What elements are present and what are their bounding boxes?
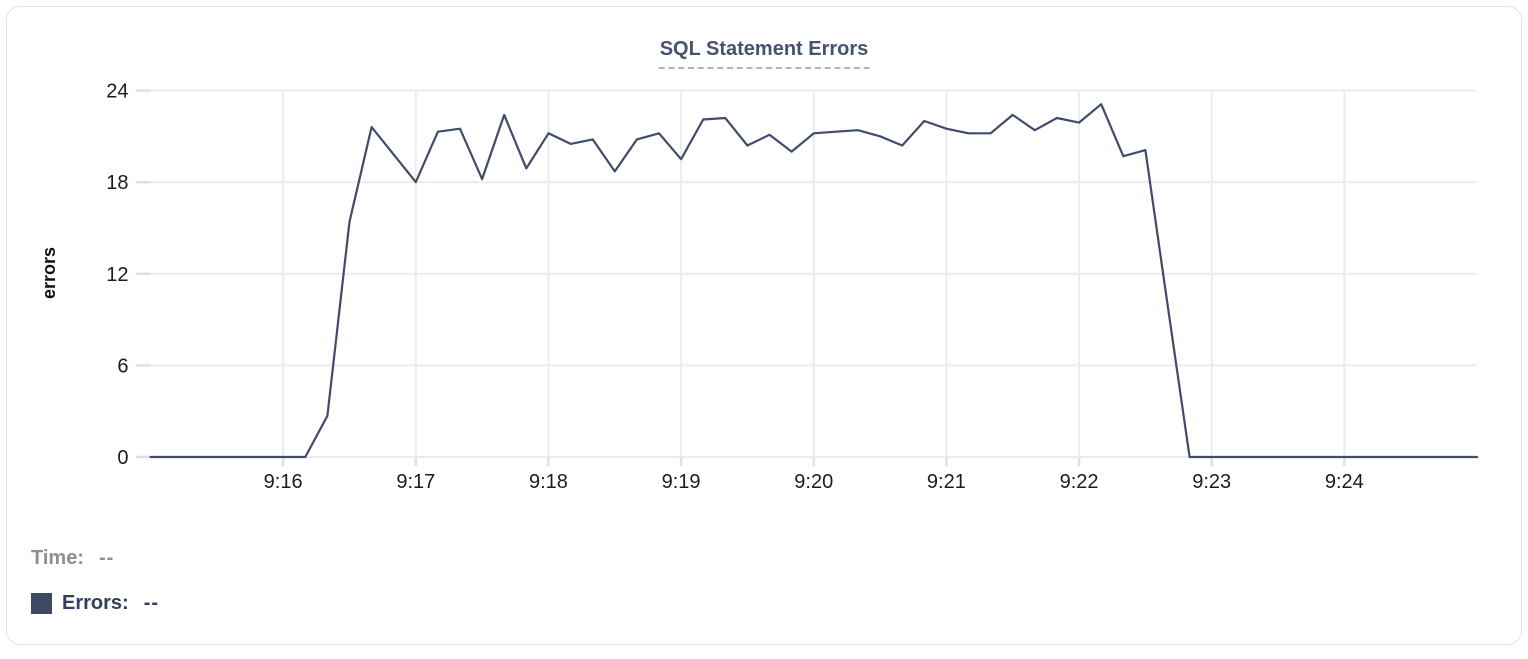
time-readout-row: Time: -- [31,547,159,570]
y-tick-label: 18 [106,172,128,194]
y-tick-label: 0 [117,447,128,469]
x-tick-label: 9:20 [794,471,833,493]
x-axis-tick-labels: 9:16 9:17 9:18 9:19 9:20 9:21 9:22 9:23 9:24 [264,471,1364,493]
errors-readout-row: Errors: -- [31,592,159,615]
time-value: -- [99,547,114,570]
vertical-gridlines [283,91,1344,467]
x-tick-label: 9:21 [927,471,966,493]
y-tick-label: 12 [106,264,128,286]
errors-value: -- [144,592,159,615]
x-tick-label: 9:22 [1060,471,1099,493]
x-tick-label: 9:18 [529,471,568,493]
y-tick-label: 24 [106,81,128,103]
x-tick-label: 9:24 [1325,471,1364,493]
line-chart[interactable]: 24 18 12 6 0 9:16 9:17 9:18 9:19 9:20 9:21 9:22 9:2… [7,7,1528,659]
time-label: Time: [31,547,84,570]
y-axis-title: errors [39,247,59,299]
errors-legend-swatch [31,593,52,614]
horizontal-gridlines [136,91,1478,458]
x-tick-label: 9:17 [396,471,435,493]
x-tick-label: 9:19 [662,471,701,493]
hover-readout: Time: -- Errors: -- [31,547,159,615]
x-tick-label: 9:23 [1192,471,1231,493]
errors-label: Errors: [62,592,129,615]
y-tick-label: 6 [117,355,128,377]
x-tick-label: 9:16 [264,471,303,493]
y-axis-tick-labels: 24 18 12 6 0 [106,81,128,470]
